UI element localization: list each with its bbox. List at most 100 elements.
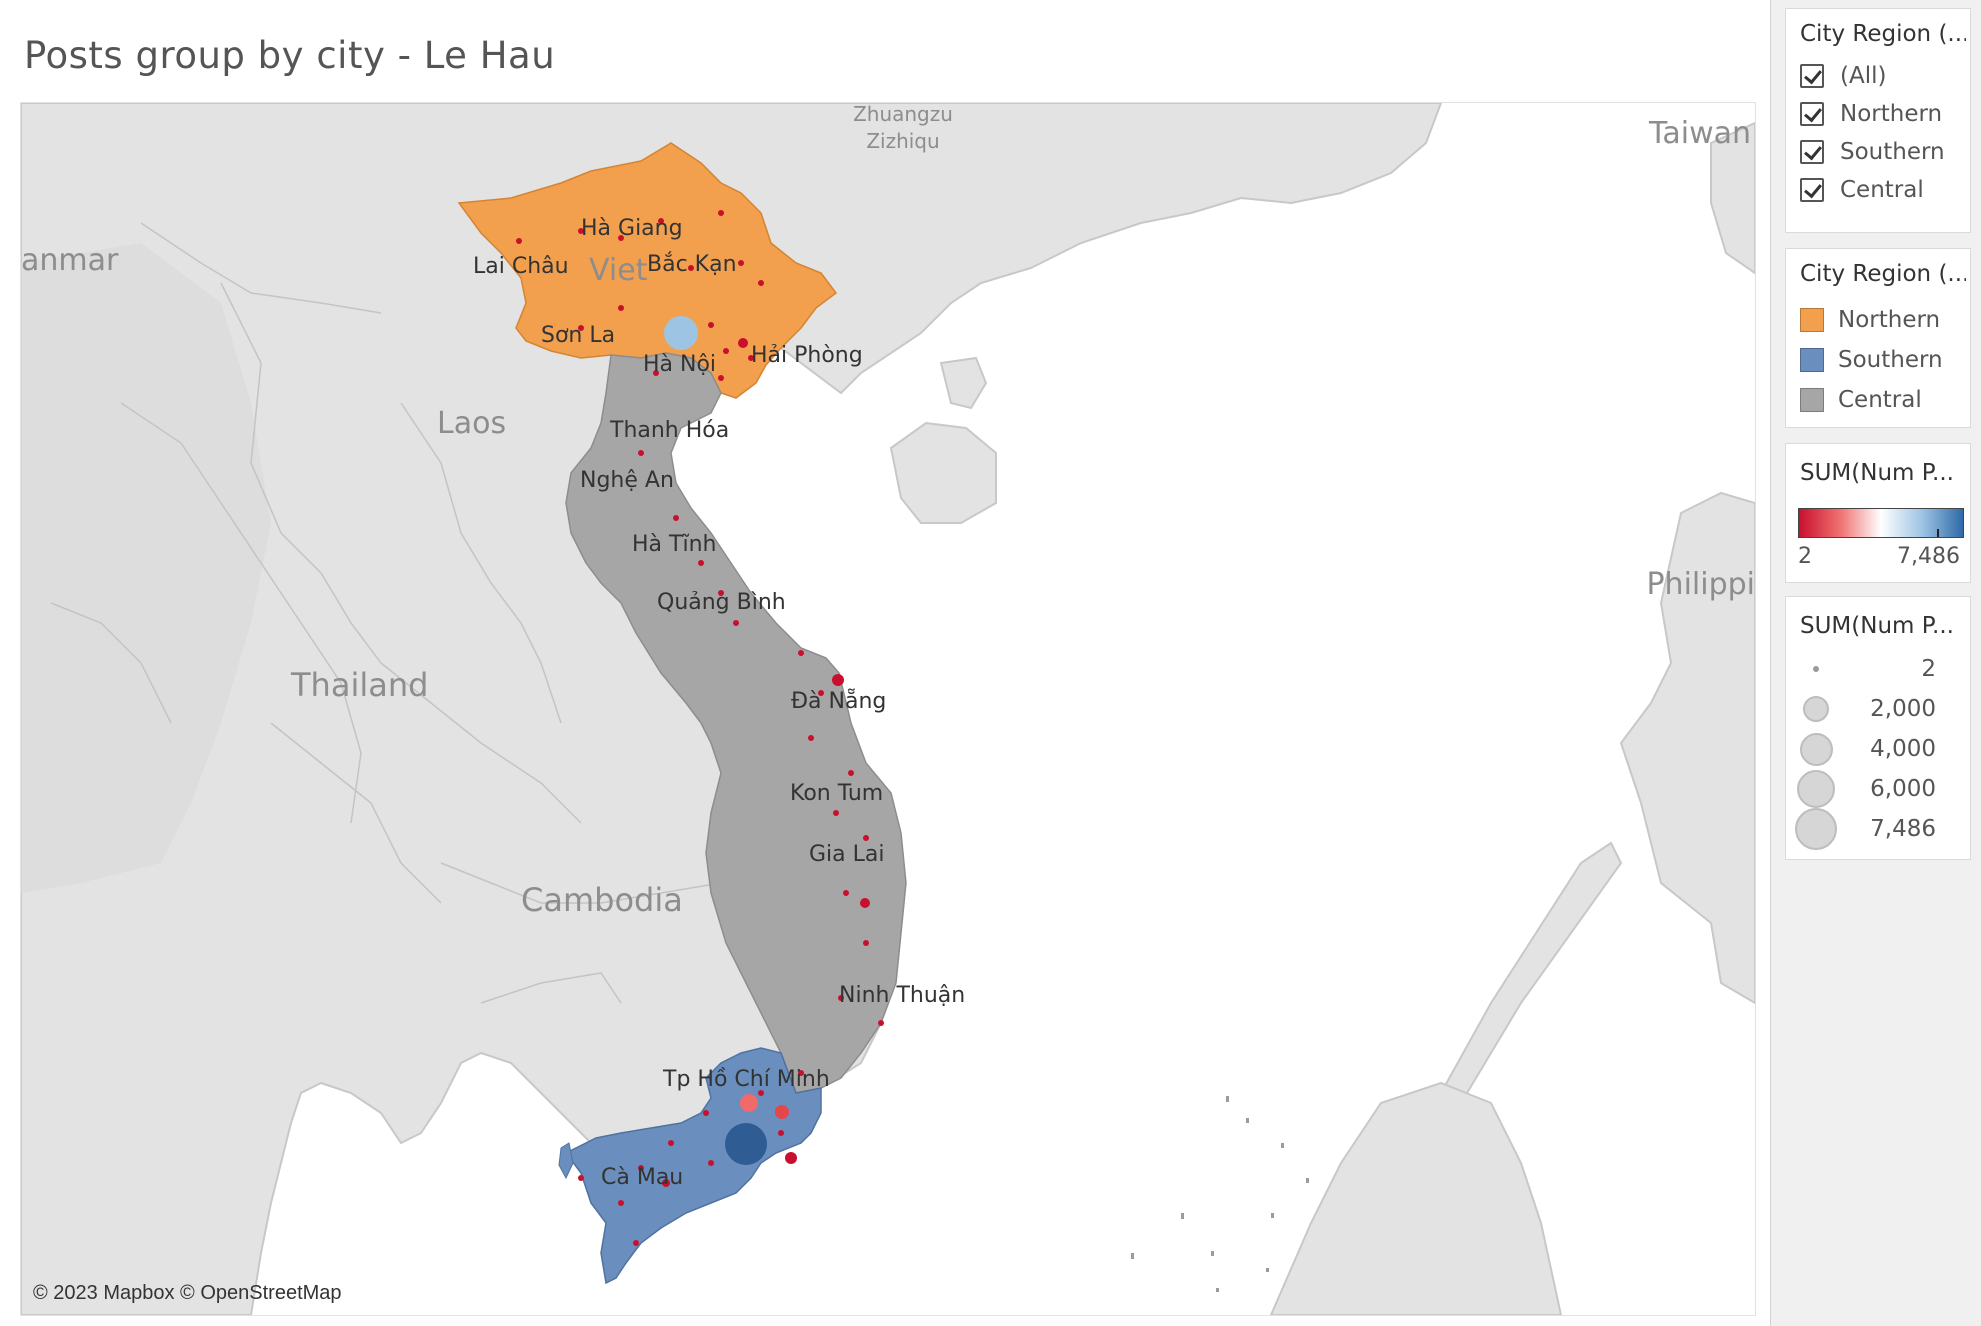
symbol-da-nang[interactable] xyxy=(832,674,844,686)
size-legend: SUM(Num P... 2 2,000 4,000 6,000 7,486 xyxy=(1785,596,1971,860)
label-china-1: Zhuangzu xyxy=(853,103,953,126)
size-legend-item[interactable]: 2 xyxy=(1786,649,1970,689)
swatch-southern xyxy=(1800,348,1824,372)
size-circle-icon xyxy=(1803,696,1829,722)
page-title: Posts group by city - Le Hau xyxy=(24,34,556,77)
checkbox-icon[interactable] xyxy=(1800,102,1824,126)
checkbox-icon[interactable] xyxy=(1800,64,1824,88)
size-legend-label: 2 xyxy=(1921,656,1936,682)
size-icon-wrap xyxy=(1786,696,1846,722)
label-thailand: Thailand xyxy=(290,666,428,704)
region-central[interactable] xyxy=(565,352,907,1094)
map-attribution[interactable]: © 2023 Mapbox © OpenStreetMap xyxy=(33,1282,342,1304)
land-taiwan xyxy=(1710,121,1755,275)
filter-item-label: Southern xyxy=(1840,139,1945,165)
label-taiwan: Taiwan xyxy=(1648,116,1751,151)
color-ramp xyxy=(1798,508,1964,538)
filter-item-southern[interactable]: Southern xyxy=(1800,133,1970,171)
size-circle-icon xyxy=(1797,770,1835,808)
symbol-mekong[interactable] xyxy=(662,1179,670,1187)
land-west-shade xyxy=(21,243,271,893)
label-china-2: Zizhiqu xyxy=(866,129,939,153)
label-ca-mau: Cà Mau xyxy=(601,1165,683,1190)
label-laos: Laos xyxy=(437,406,506,441)
label-hai-phong: Hải Phòng xyxy=(751,343,863,368)
size-icon-wrap xyxy=(1786,808,1846,850)
filter-item-all[interactable]: (All) xyxy=(1800,57,1970,95)
region-southern[interactable] xyxy=(564,1047,822,1285)
size-icon-wrap xyxy=(1786,732,1846,766)
symbol-binh-duong[interactable] xyxy=(740,1094,758,1112)
symbol-vung-tau[interactable] xyxy=(785,1152,797,1164)
legend-title: SUM(Num P... xyxy=(1800,613,1954,639)
land-leizhou xyxy=(939,356,988,410)
region-color-legend: City Region (... Northern Southern Centr… xyxy=(1785,248,1971,428)
land-philippines xyxy=(1619,491,1755,1005)
internal-borders xyxy=(50,222,722,1004)
size-legend-item[interactable]: 4,000 xyxy=(1786,729,1970,769)
symbol-ho-chi-minh[interactable] xyxy=(725,1123,767,1165)
legend-item-northern[interactable]: Northern xyxy=(1800,301,1970,339)
land-palawan xyxy=(1439,841,1623,1105)
size-legend-label: 2,000 xyxy=(1870,696,1936,722)
label-bac-kan: Bắc Kạn xyxy=(647,252,737,277)
ramp-max-label: 7,486 xyxy=(1897,544,1960,569)
size-legend-label: 4,000 xyxy=(1870,736,1936,762)
symbol-gia-lai[interactable] xyxy=(860,898,870,908)
size-legend-label: 6,000 xyxy=(1870,776,1936,802)
ramp-min-label: 2 xyxy=(1798,544,1812,569)
filter-item-label: (All) xyxy=(1840,63,1887,89)
size-circle-icon xyxy=(1813,666,1819,672)
size-legend-item[interactable]: 2,000 xyxy=(1786,689,1970,729)
land-hainan xyxy=(889,421,997,524)
size-legend-item[interactable]: 7,486 xyxy=(1786,808,1970,850)
city-region-filter: City Region (... (All) Northern Southern… xyxy=(1785,8,1971,233)
symbol-hai-phong[interactable] xyxy=(738,338,748,348)
filter-item-central[interactable]: Central xyxy=(1800,171,1970,209)
map-canvas[interactable]: Zhuangzu Zizhiqu Taiwan anmar Viet Laos … xyxy=(21,103,1755,1315)
label-lai-chau: Lai Châu xyxy=(473,254,569,279)
label-vietnam: Viet xyxy=(589,253,648,288)
map-view[interactable]: Zhuangzu Zizhiqu Taiwan anmar Viet Laos … xyxy=(20,102,1756,1316)
checkbox-icon[interactable] xyxy=(1800,140,1824,164)
size-icon-wrap xyxy=(1786,770,1846,808)
label-quang-binh: Quảng Bình xyxy=(657,590,786,615)
swatch-northern xyxy=(1800,308,1824,332)
legend-item-label: Central xyxy=(1838,387,1922,413)
label-ha-noi: Hà Nội xyxy=(643,352,716,377)
region-northern[interactable] xyxy=(457,142,838,399)
legend-item-label: Southern xyxy=(1838,347,1943,373)
size-legend-label: 7,486 xyxy=(1870,816,1936,842)
province-dots xyxy=(516,210,884,1246)
size-circle-icon xyxy=(1799,732,1833,766)
ramp-tick xyxy=(1936,529,1939,537)
filter-item-northern[interactable]: Northern xyxy=(1800,95,1970,133)
size-legend-item[interactable]: 6,000 xyxy=(1786,769,1970,809)
islands-offshore xyxy=(1131,1096,1309,1292)
label-ha-tinh: Hà Tĩnh xyxy=(632,532,716,557)
legend-item-central[interactable]: Central xyxy=(1800,381,1970,419)
filter-item-label: Central xyxy=(1840,177,1924,203)
label-ninh-thuan: Ninh Thuận xyxy=(839,983,965,1008)
label-thanh-hoa: Thanh Hóa xyxy=(609,418,729,443)
checkbox-icon[interactable] xyxy=(1800,178,1824,202)
island-phu-quoc xyxy=(558,1142,574,1180)
dashboard: Posts group by city - Le Hau xyxy=(0,0,1771,1326)
label-nghe-an: Nghệ An xyxy=(580,468,674,493)
filter-title: City Region (... xyxy=(1800,21,1966,47)
label-cambodia: Cambodia xyxy=(521,881,683,919)
size-circle-icon xyxy=(1795,808,1837,850)
swatch-central xyxy=(1800,388,1824,412)
label-son-la: Sơn La xyxy=(541,323,615,348)
size-icon-wrap xyxy=(1786,666,1846,672)
legend-item-label: Northern xyxy=(1838,307,1941,333)
legend-title: SUM(Num P... xyxy=(1800,460,1954,486)
label-gia-lai: Gia Lai xyxy=(809,842,885,867)
filter-item-label: Northern xyxy=(1840,101,1943,127)
label-da-nang: Đà Nẵng xyxy=(791,688,886,714)
legend-item-southern[interactable]: Southern xyxy=(1800,341,1970,379)
symbol-ha-noi[interactable] xyxy=(664,316,698,350)
symbol-dong-nai[interactable] xyxy=(775,1105,789,1119)
label-ho-chi-minh: Tp Hồ Chí Minh xyxy=(662,1067,830,1092)
color-ramp-legend: SUM(Num P... 2 7,486 xyxy=(1785,443,1971,583)
